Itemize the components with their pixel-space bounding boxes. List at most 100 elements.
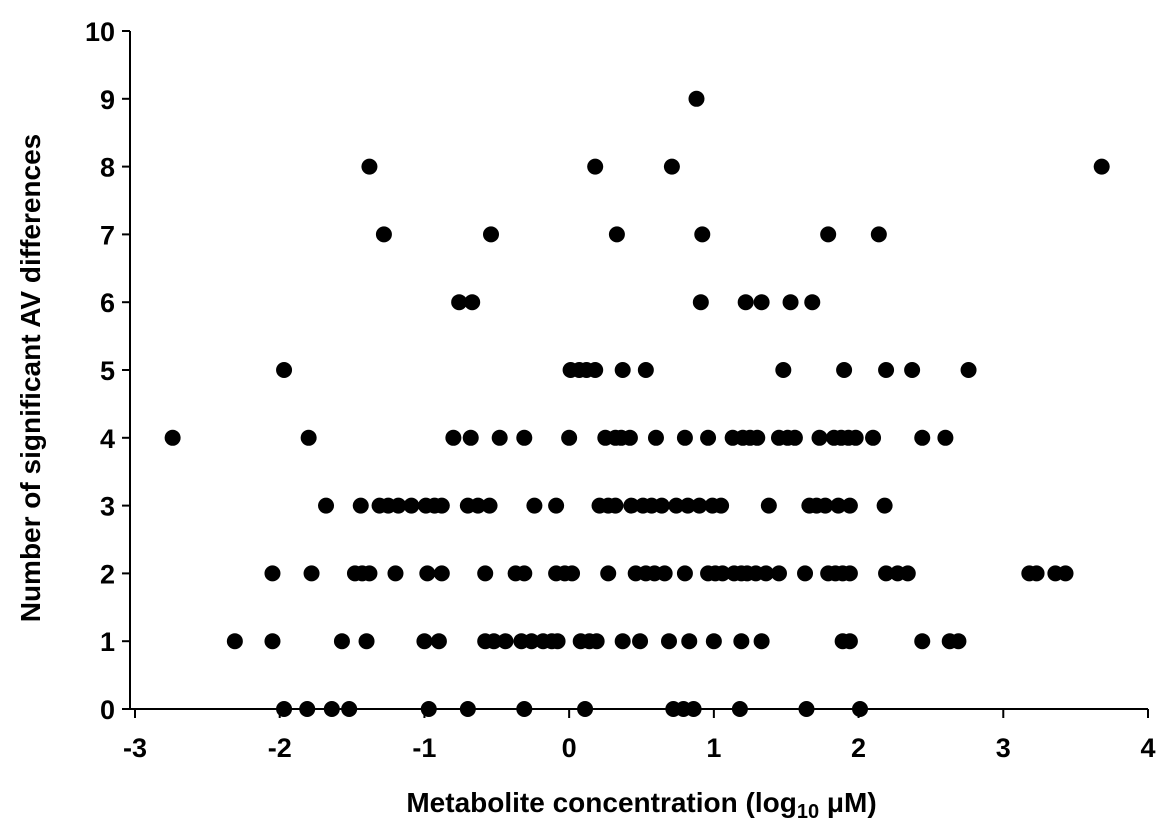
data-point	[482, 226, 499, 243]
data-point	[770, 565, 787, 582]
data-point	[548, 497, 565, 514]
x-axis-ticks: -3 -2 -1 0 1 2 3 4	[123, 709, 1156, 763]
y-tick-label: 0	[100, 695, 115, 725]
data-point	[481, 497, 498, 514]
data-point	[462, 429, 479, 446]
data-point	[318, 497, 335, 514]
data-point	[811, 429, 828, 446]
data-point	[387, 565, 404, 582]
y-tick-label: 3	[100, 492, 115, 522]
data-point	[588, 633, 605, 650]
data-point	[836, 362, 853, 378]
x-axis-title: Metabolite concentration (log10 μM)	[406, 787, 876, 823]
data-point	[497, 633, 514, 650]
data-point	[950, 633, 967, 650]
data-point	[688, 90, 705, 107]
data-point	[433, 565, 450, 582]
data-point	[523, 633, 540, 650]
data-point	[352, 497, 369, 514]
data-point	[1028, 565, 1045, 582]
data-point	[653, 497, 670, 514]
data-point	[300, 429, 317, 446]
data-point	[804, 294, 821, 311]
x-tick-label: -2	[268, 733, 292, 763]
y-tick-label: 7	[100, 220, 115, 250]
x-axis-title-subscript: 10	[797, 801, 819, 823]
data-point	[878, 565, 895, 582]
data-point	[226, 633, 243, 650]
data-point	[375, 226, 392, 243]
data-point	[549, 633, 566, 650]
data-point	[820, 226, 837, 243]
data-point	[760, 497, 777, 514]
data-point	[904, 362, 921, 378]
data-point	[679, 497, 696, 514]
data-point	[419, 565, 436, 582]
data-point	[782, 294, 799, 311]
data-point	[623, 497, 640, 514]
data-point	[464, 294, 481, 311]
y-tick-label: 2	[100, 559, 115, 589]
data-point	[608, 226, 625, 243]
data-point	[663, 158, 680, 175]
data-point	[937, 429, 954, 446]
data-point	[870, 226, 887, 243]
data-point	[433, 497, 450, 514]
data-point	[1057, 565, 1074, 582]
data-point	[303, 565, 320, 582]
data-point	[264, 565, 281, 582]
data-point	[865, 429, 882, 446]
data-point	[451, 294, 468, 311]
data-point	[333, 633, 350, 650]
data-point	[694, 226, 711, 243]
data-point	[753, 294, 770, 311]
x-tick-label: -1	[412, 733, 436, 763]
data-point	[1093, 158, 1110, 175]
data-point	[614, 362, 631, 378]
x-tick-label: 3	[996, 733, 1011, 763]
data-point	[526, 497, 543, 514]
y-tick-label: 4	[100, 424, 115, 454]
data-point	[660, 633, 677, 650]
data-point	[876, 497, 893, 514]
data-point	[516, 565, 533, 582]
data-point	[477, 565, 494, 582]
data-point	[676, 429, 693, 446]
data-point	[700, 429, 717, 446]
data-point	[797, 565, 814, 582]
data-point	[361, 565, 378, 582]
data-point	[164, 429, 181, 446]
x-tick-label: 4	[1140, 733, 1155, 763]
data-point	[430, 633, 447, 650]
data-point	[899, 565, 916, 582]
data-point	[561, 429, 578, 446]
data-point	[403, 497, 420, 514]
x-tick-label: -3	[123, 733, 147, 763]
data-point	[516, 429, 533, 446]
data-point	[587, 158, 604, 175]
data-point	[714, 565, 731, 582]
data-point	[737, 294, 754, 311]
data-point	[692, 294, 709, 311]
data-point	[485, 633, 502, 650]
data-point	[733, 633, 750, 650]
data-point	[841, 565, 858, 582]
x-tick-label: 1	[706, 733, 721, 763]
data-point	[491, 429, 508, 446]
data-point	[786, 429, 803, 446]
data-point	[564, 565, 581, 582]
data-point	[276, 362, 293, 378]
y-axis-ticks: 0 1 2 3 4 5 6 7 8 9 10	[85, 17, 130, 725]
data-point	[841, 633, 858, 650]
data-point	[847, 429, 864, 446]
data-point	[445, 429, 462, 446]
x-axis-title-tail: μM)	[819, 787, 877, 818]
data-point	[878, 362, 895, 378]
data-point	[691, 497, 708, 514]
y-tick-label: 1	[100, 627, 115, 657]
x-axis-title-main: Metabolite concentration (log	[406, 787, 796, 818]
data-point	[416, 633, 433, 650]
data-point	[607, 497, 624, 514]
data-point	[914, 633, 931, 650]
data-point	[757, 565, 774, 582]
